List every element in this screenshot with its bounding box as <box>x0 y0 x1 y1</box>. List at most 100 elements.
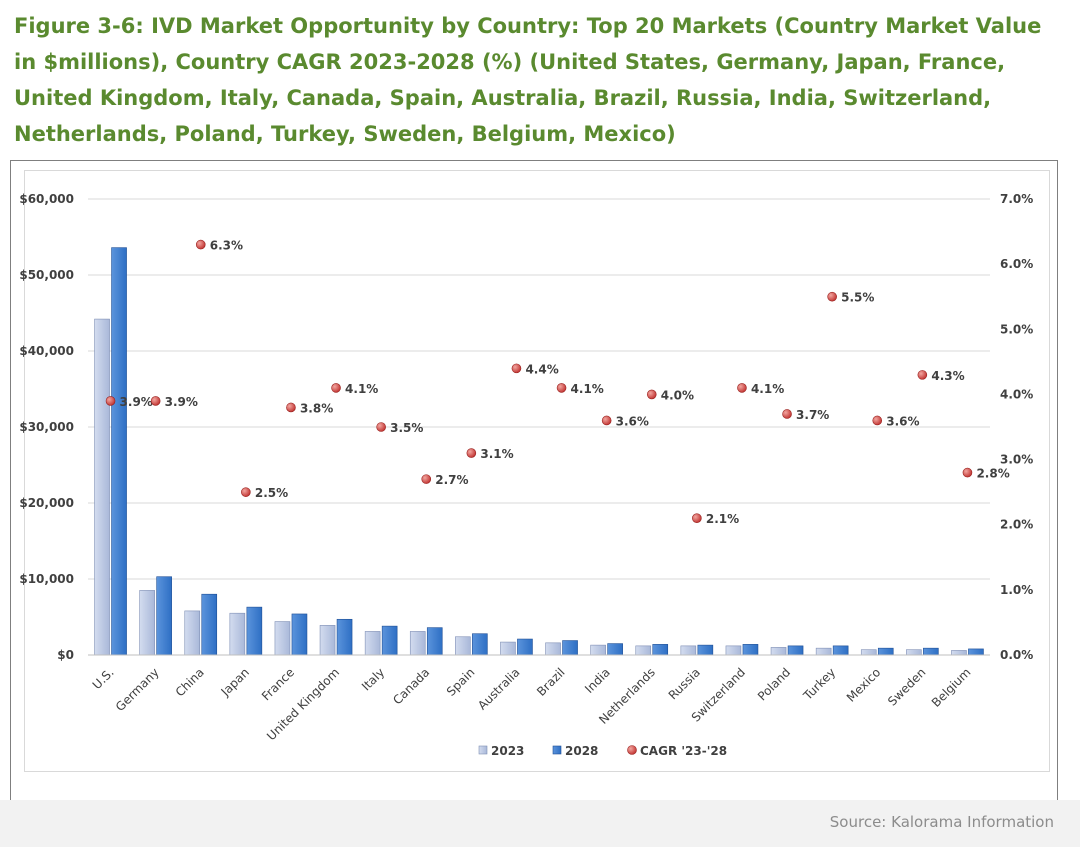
cagr-data-label: 6.3% <box>210 239 243 253</box>
bar-2028 <box>742 644 759 656</box>
bar-2023 <box>635 645 652 656</box>
legend-2023-label: 2023 <box>491 744 524 758</box>
x-axis-category-label: India <box>582 665 613 696</box>
bar-2028 <box>381 625 398 656</box>
bar-2023 <box>951 650 967 656</box>
source-note: Source: Kalorama Information <box>829 813 1054 831</box>
x-axis-category-label: Russia <box>666 665 703 702</box>
cagr-data-label: 2.1% <box>706 512 739 526</box>
right-axis-tick-label: 3.0% <box>1000 453 1033 467</box>
bar-2028 <box>156 576 172 656</box>
legend-2028-label: 2028 <box>565 744 598 758</box>
cagr-marker <box>692 513 702 524</box>
cagr-marker <box>827 291 837 302</box>
x-axis-category-label: Poland <box>755 665 793 703</box>
bar-2023 <box>455 636 471 656</box>
x-axis-category-label: Australia <box>475 665 522 712</box>
legend-2023-swatch <box>478 745 488 755</box>
bar-2028 <box>517 638 533 656</box>
bar-2023 <box>906 649 922 656</box>
cagr-data-label: 3.8% <box>300 401 333 415</box>
cagr-marker <box>737 383 747 393</box>
cagr-marker <box>286 402 296 413</box>
x-axis-category-label: Brazil <box>534 665 568 699</box>
left-axis-tick-label: $0 <box>57 648 74 662</box>
legend-2028-swatch <box>552 745 562 755</box>
cagr-marker <box>376 422 386 432</box>
right-axis-tick-label: 0.0% <box>1000 648 1033 662</box>
bar-2023 <box>229 612 246 656</box>
cagr-data-label: 3.9% <box>165 395 198 409</box>
cagr-data-label: 4.1% <box>751 382 784 396</box>
x-axis-category-label: Japan <box>218 665 252 699</box>
bar-2023 <box>590 644 606 656</box>
cagr-marker <box>556 383 567 393</box>
page-title: Figure 3-6: IVD Market Opportunity by Co… <box>14 14 1042 146</box>
bar-2028 <box>787 645 804 656</box>
right-axis-tick-label: 2.0% <box>1000 518 1033 532</box>
cagr-marker <box>646 389 657 400</box>
right-axis-tick-label: 6.0% <box>1000 257 1033 271</box>
cagr-data-label: 4.0% <box>661 388 694 402</box>
right-axis-tick-label: 5.0% <box>1000 322 1033 336</box>
cagr-marker <box>105 396 116 406</box>
cagr-data-label: 3.5% <box>390 421 423 435</box>
left-axis-tick-label: $20,000 <box>19 496 74 510</box>
bar-2028 <box>968 648 984 656</box>
bar-2023 <box>815 647 832 656</box>
chart: $0 $10,000 $20,000 $30,000 $40,000 $50,000 $60… <box>19 192 1033 758</box>
left-axis-tick-label: $30,000 <box>19 420 74 434</box>
bar-2023 <box>409 631 426 656</box>
left-axis-tick-label: $40,000 <box>19 344 74 358</box>
left-axis-tick-label: $60,000 <box>19 192 74 206</box>
bar-2023 <box>770 647 787 656</box>
bar-2023 <box>680 645 697 656</box>
right-axis-tick-label: 1.0% <box>1000 583 1033 597</box>
bar-2023 <box>139 590 155 656</box>
bar-2023 <box>364 631 381 656</box>
cagr-marker <box>601 415 612 426</box>
bar-2023 <box>545 642 561 656</box>
x-axis-category-label: Sweden <box>885 665 928 708</box>
cagr-data-label: 4.4% <box>525 362 558 376</box>
cagr-data-label: 2.5% <box>255 486 288 500</box>
bar-2028 <box>832 645 849 656</box>
cagr-data-label: 2.7% <box>435 473 468 487</box>
bar-2023 <box>274 621 291 656</box>
legend-cagr-swatch <box>627 745 637 755</box>
bar-2028 <box>201 593 218 656</box>
x-axis-category-label: Turkey <box>800 665 838 703</box>
cagr-data-label: 2.8% <box>976 467 1009 481</box>
x-axis-category-label: Spain <box>444 665 478 699</box>
cagr-marker <box>962 467 973 478</box>
cagr-marker <box>421 474 432 484</box>
bar-2028 <box>607 643 623 656</box>
footer-bar: Source: Kalorama Information <box>0 800 1080 847</box>
cagr-marker <box>511 363 522 374</box>
x-axis-category-label: Canada <box>390 665 432 707</box>
cagr-data-label: 4.1% <box>571 382 604 396</box>
right-axis-tick-label: 7.0% <box>1000 192 1033 206</box>
x-axis-category-label: U.S. <box>90 665 117 692</box>
bar-2028 <box>426 627 443 656</box>
right-axis-tick-label: 4.0% <box>1000 387 1033 401</box>
x-axis-category-label: Germany <box>113 665 162 714</box>
bar-2028 <box>562 640 578 656</box>
cagr-marker <box>331 383 341 393</box>
x-axis-category-label: Italy <box>359 665 387 693</box>
bar-2023 <box>94 318 110 656</box>
cagr-data-label: 3.1% <box>480 447 513 461</box>
bar-2023 <box>725 645 742 656</box>
bar-2028 <box>652 644 669 656</box>
bar-2028 <box>246 606 263 656</box>
cagr-data-label: 3.7% <box>796 408 829 422</box>
left-axis-tick-label: $50,000 <box>19 268 74 282</box>
left-axis-tick-label: $10,000 <box>19 572 74 586</box>
bar-2023 <box>500 641 516 656</box>
cagr-marker <box>466 448 477 458</box>
cagr-marker <box>150 396 161 406</box>
bar-2028 <box>291 613 308 656</box>
bar-2028 <box>336 618 353 656</box>
legend-cagr-label: CAGR '23-'28 <box>640 744 727 758</box>
cagr-marker <box>195 239 206 250</box>
